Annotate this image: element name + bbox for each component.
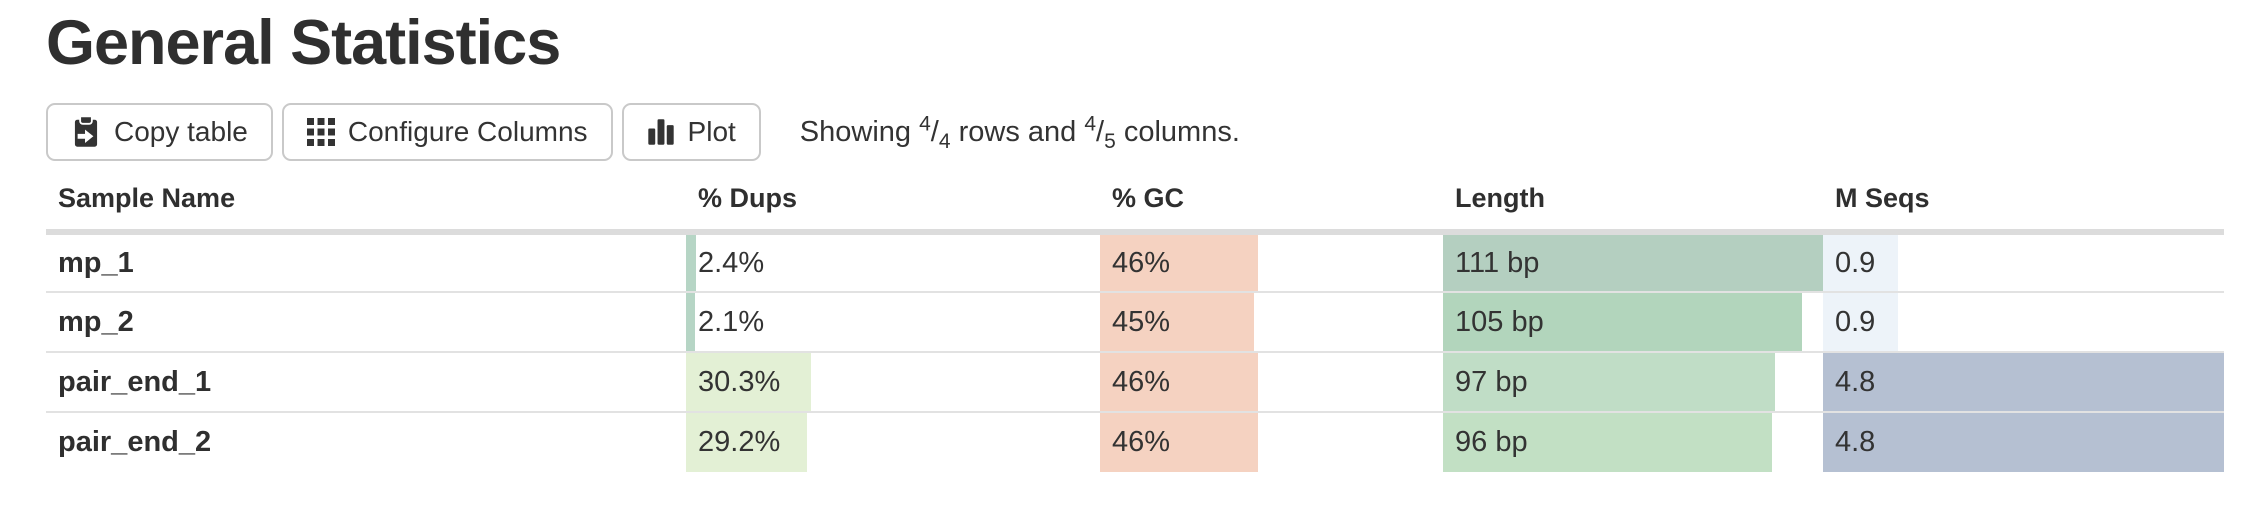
configure-columns-button[interactable]: Configure Columns — [281, 103, 613, 161]
gc-bar — [1100, 294, 1255, 351]
length-bar — [1443, 294, 1803, 351]
gc-cell: 46% — [1100, 232, 1443, 292]
page-title: General Statistics — [46, 8, 561, 78]
dups-bar — [686, 294, 695, 351]
cols-shown-count: 4 — [1084, 111, 1097, 135]
table-header-row: Sample Name % Dups % GC Length M Seqs — [46, 175, 2224, 235]
column-header-m-seqs[interactable]: M Seqs — [1823, 175, 2224, 235]
cols-total-count: 5 — [1104, 129, 1116, 153]
clipboard-icon — [71, 116, 101, 148]
sample-name-cell: pair_end_2 — [46, 411, 686, 472]
copy-table-label: Copy table — [114, 116, 248, 147]
grid-icon — [306, 118, 335, 146]
length-bar — [1443, 354, 1776, 411]
mseqs-cell: 4.8 — [1823, 351, 2224, 412]
rows-shown-count: 4 — [919, 111, 931, 135]
length-cell: 97 bp — [1443, 351, 1823, 412]
configure-columns-label: Configure Columns — [347, 116, 588, 147]
table-row: pair_end_2 29.2% 46% 96 bp 4.8 — [46, 411, 2224, 472]
dups-cell: 2.1% — [686, 291, 1100, 352]
table-row: mp_2 2.1% 45% 105 bp 0.9 — [46, 291, 2224, 352]
length-cell: 96 bp — [1443, 411, 1823, 472]
gc-cell: 46% — [1100, 411, 1443, 472]
column-header-sample-name[interactable]: Sample Name — [46, 175, 686, 235]
bar-chart-icon — [647, 117, 675, 147]
copy-table-button[interactable]: Copy table — [46, 103, 273, 161]
table-body: mp_1 2.4% 46% 111 bp 0.9 mp_2 2.1% 45% 1… — [46, 232, 2224, 472]
length-cell: 111 bp — [1443, 232, 1823, 292]
gc-bar — [1100, 235, 1258, 291]
general-statistics-section: General Statistics Copy table — [0, 12, 2242, 472]
table-row: pair_end_1 30.3% 46% 97 bp 4.8 — [46, 351, 2224, 412]
gc-cell: 46% — [1100, 351, 1443, 412]
dups-cell: 2.4% — [686, 232, 1100, 292]
general-stats-table: Sample Name % Dups % GC Length M Seqs mp… — [46, 175, 2224, 472]
length-bar — [1443, 414, 1772, 472]
table-row: mp_1 2.4% 46% 111 bp 0.9 — [46, 232, 2224, 292]
column-header-percent-gc[interactable]: % GC — [1100, 175, 1443, 235]
plot-button[interactable]: Plot — [621, 103, 761, 161]
rows-total-count: 4 — [938, 129, 951, 153]
dups-bar — [686, 235, 696, 291]
mseqs-bar — [1823, 354, 2224, 411]
mseqs-bar — [1823, 235, 1899, 291]
sample-name-cell: mp_2 — [46, 291, 686, 352]
gc-bar — [1100, 414, 1258, 472]
showing-summary: Showing 4/4 rows and 4/5 columns. — [799, 111, 1240, 153]
dups-bar — [686, 414, 807, 472]
mseqs-cell: 0.9 — [1823, 232, 2224, 292]
mseqs-cell: 0.9 — [1823, 291, 2224, 352]
sample-name-cell: pair_end_1 — [46, 351, 686, 412]
gc-bar — [1100, 354, 1258, 411]
dups-cell: 30.3% — [686, 351, 1100, 412]
length-bar — [1443, 235, 1823, 291]
gc-cell: 45% — [1100, 291, 1443, 352]
dups-cell: 29.2% — [686, 411, 1100, 472]
mseqs-bar — [1823, 294, 1899, 351]
sample-name-cell: mp_1 — [58, 246, 134, 279]
length-cell: 105 bp — [1443, 291, 1823, 352]
plot-label: Plot — [687, 116, 736, 147]
mseqs-cell: 4.8 — [1823, 411, 2224, 472]
column-header-percent-dups[interactable]: % Dups — [686, 175, 1100, 235]
column-header-length[interactable]: Length — [1443, 175, 1823, 235]
mseqs-bar — [1823, 414, 2224, 472]
toolbar: Copy table Configure Columns — [46, 103, 2242, 161]
dups-bar — [686, 354, 812, 411]
